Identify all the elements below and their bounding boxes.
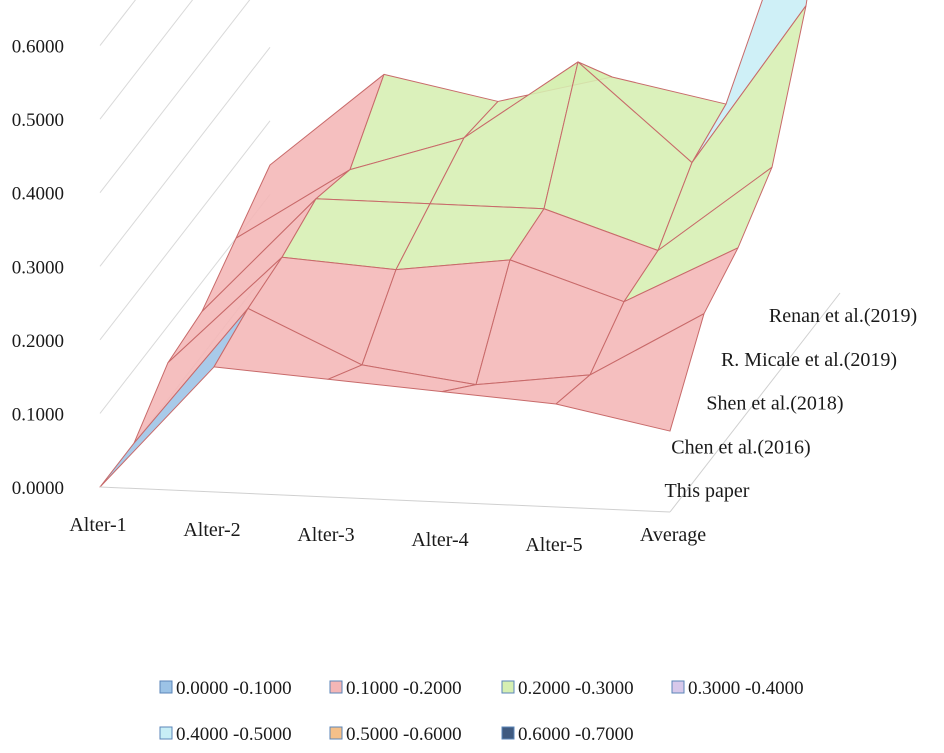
legend-label: 0.1000 -0.2000: [346, 678, 462, 699]
legend-swatch: [671, 680, 685, 694]
surface-patch: [555, 313, 705, 432]
legend: 0.0000 -0.1000 0.1000 -0.2000 0.2000 -0.30…: [159, 678, 804, 745]
z-gridline: [99, 46, 271, 267]
x-tick-label: Alter-5: [525, 534, 582, 556]
z-tick-label: 0.3000: [12, 257, 64, 278]
depth-tick-label: Shen et al.(2018): [706, 393, 843, 415]
legend-label: 0.6000 -0.7000: [518, 724, 634, 745]
legend-item: 0.5000 -0.6000: [329, 724, 462, 745]
surface-patch: [99, 307, 249, 488]
axes: 0.0000 0.1000 0.2000 0.3000 0.4000 0.5000 0.60…: [12, 37, 917, 556]
z-gridline: [99, 120, 271, 341]
z-tick-label: 0.5000: [12, 110, 64, 131]
legend-label: 0.0000 -0.1000: [176, 678, 292, 699]
legend-item: 0.3000 -0.4000: [671, 678, 804, 699]
z-tick-label: 0.6000: [12, 37, 64, 58]
x-tick-label: Alter-4: [411, 529, 468, 551]
legend-item: 0.2000 -0.3000: [501, 678, 634, 699]
legend-swatch: [159, 680, 173, 694]
x-tick-label: Alter-3: [297, 524, 354, 546]
depth-tick-label: This paper: [665, 480, 750, 502]
legend-label: 0.4000 -0.5000: [176, 724, 292, 745]
legend-swatch: [501, 726, 515, 740]
x-tick-label: Alter-1: [69, 514, 126, 536]
legend-item: 0.4000 -0.5000: [159, 724, 292, 745]
legend-item: 0.0000 -0.1000: [159, 678, 292, 699]
depth-axis-line: [669, 292, 841, 513]
z-tick-label: 0.0000: [12, 478, 64, 499]
z-tick-label: 0.4000: [12, 184, 64, 205]
legend-swatch: [329, 726, 343, 740]
z-gridline: [99, 0, 251, 194]
x-axis-line: [99, 486, 671, 513]
legend-swatch: [159, 726, 173, 740]
z-tick-label: 0.2000: [12, 331, 64, 352]
x-tick-label: Alter-2: [183, 519, 240, 541]
legend-label: 0.5000 -0.6000: [346, 724, 462, 745]
legend-swatch: [329, 680, 343, 694]
z-gridline: [99, 0, 194, 120]
legend-label: 0.3000 -0.4000: [688, 678, 804, 699]
depth-tick-label: Renan et al.(2019): [769, 305, 917, 327]
legend-swatch: [501, 680, 515, 694]
z-gridline: [99, 0, 137, 46]
z-tick-label: 0.1000: [12, 404, 64, 425]
depth-tick-label: Chen et al.(2016): [671, 436, 810, 458]
legend-item: 0.6000 -0.7000: [501, 724, 634, 745]
depth-tick-label: Average: [640, 524, 706, 546]
surface: [99, 0, 808, 488]
legend-label: 0.2000 -0.3000: [518, 678, 634, 699]
legend-item: 0.1000 -0.2000: [329, 678, 462, 699]
depth-tick-label: R. Micale et al.(2019): [721, 349, 897, 371]
